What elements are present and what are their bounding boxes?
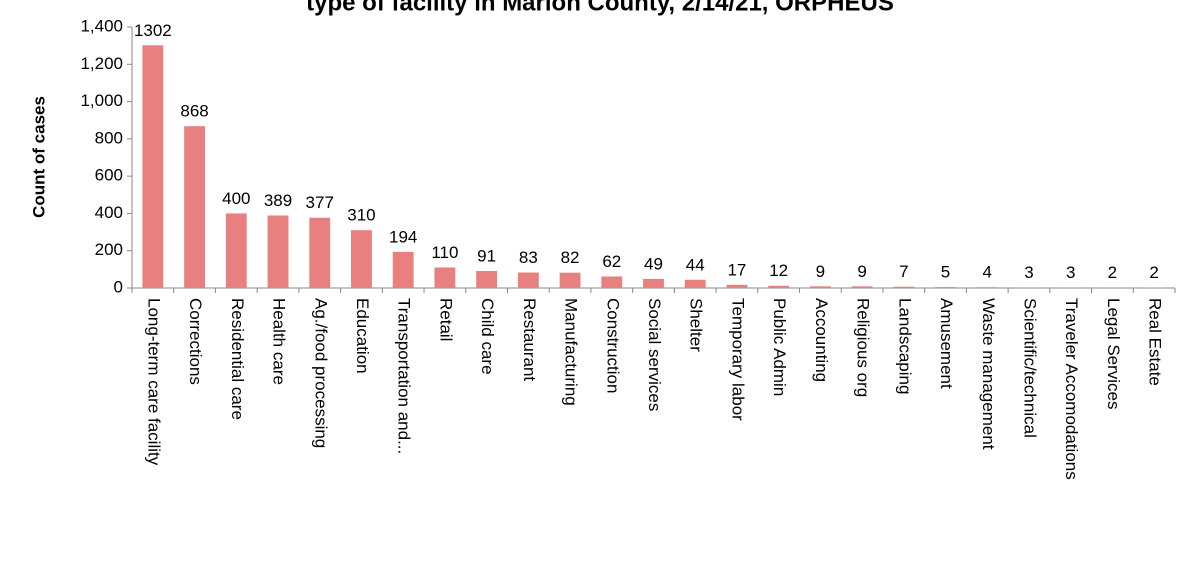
y-tick-label: 200 <box>95 240 123 259</box>
y-tick-label: 0 <box>114 277 123 296</box>
x-tick-label: Legal Services <box>1104 298 1123 410</box>
chart-title: type of facility in Marion County, 2/14/… <box>306 0 894 16</box>
bar <box>768 285 790 288</box>
data-label: 91 <box>477 247 496 266</box>
x-tick-label: Long-term care facility <box>144 298 163 466</box>
bar <box>184 126 206 289</box>
bar <box>601 276 623 288</box>
x-tick-label: Education <box>353 298 372 374</box>
data-label: 7 <box>899 262 908 281</box>
x-tick-label: Traveler Accomodations <box>1062 298 1081 480</box>
x-tick-label: Corrections <box>186 298 205 385</box>
x-tick-label: Construction <box>603 298 622 393</box>
data-label: 2 <box>1149 263 1158 282</box>
x-tick-label: Waste management <box>979 298 998 450</box>
bar <box>976 287 998 288</box>
x-tick-label: Retail <box>436 298 455 341</box>
data-label: 49 <box>644 254 663 273</box>
x-tick-label: Temporary labor <box>728 298 747 421</box>
bar <box>309 217 331 288</box>
x-tick-label: Accounting <box>812 298 831 382</box>
data-label: 389 <box>264 191 292 210</box>
bar <box>684 279 706 288</box>
data-label: 5 <box>941 263 950 282</box>
x-tick-label: Landscaping <box>895 298 914 394</box>
data-label: 12 <box>769 261 788 280</box>
x-tick-label: Transportation and... <box>395 298 414 454</box>
data-label: 4 <box>983 263 992 282</box>
bar <box>392 251 414 288</box>
bar <box>225 213 247 288</box>
data-label: 83 <box>519 248 538 267</box>
data-label: 110 <box>431 243 458 262</box>
bar <box>726 284 748 288</box>
data-label: 2 <box>1108 263 1117 282</box>
data-label: 62 <box>602 252 621 271</box>
y-axis-label: Count of cases <box>29 96 48 218</box>
data-label: 9 <box>816 262 825 281</box>
x-tick-label: Residential care <box>228 298 247 420</box>
x-tick-label: Child care <box>478 298 497 375</box>
data-label: 400 <box>222 189 250 208</box>
data-label: 3 <box>1024 263 1033 282</box>
data-label: 3 <box>1066 263 1075 282</box>
y-tick-label: 800 <box>95 128 123 147</box>
data-label: 377 <box>306 193 334 212</box>
bar <box>809 286 831 288</box>
bar <box>643 278 664 288</box>
data-label: 1302 <box>134 21 172 40</box>
x-tick-label: Real Estate <box>1146 298 1165 386</box>
bar <box>893 286 915 288</box>
x-tick-label: Amusement <box>937 298 956 389</box>
x-tick-label: Public Admin <box>770 298 789 396</box>
y-tick-label: 1,000 <box>80 91 123 110</box>
data-label: 9 <box>857 262 866 281</box>
data-label: 194 <box>389 227 417 246</box>
x-tick-label: Ag./food processing <box>311 298 330 448</box>
bar <box>142 45 164 288</box>
bar <box>476 271 498 288</box>
data-label: 44 <box>686 255 705 274</box>
bar <box>517 272 539 288</box>
bar <box>935 287 956 288</box>
x-tick-label: Scientific/technical <box>1020 298 1039 438</box>
y-tick-label: 400 <box>95 203 123 222</box>
bar <box>1018 287 1040 288</box>
data-label: 17 <box>727 260 746 279</box>
bar <box>267 215 289 288</box>
bar <box>434 267 456 288</box>
y-tick-label: 600 <box>95 166 123 185</box>
bar <box>851 286 873 288</box>
x-tick-label: Health care <box>270 298 289 385</box>
data-label: 82 <box>561 248 580 267</box>
x-tick-label: Social services <box>645 298 664 411</box>
bar <box>1060 287 1082 288</box>
x-tick-label: Shelter <box>687 298 706 352</box>
bar <box>351 230 372 288</box>
x-tick-label: Restaurant <box>520 298 539 381</box>
bar <box>559 272 581 288</box>
data-label: 310 <box>347 206 375 225</box>
data-label: 868 <box>180 102 208 121</box>
y-tick-label: 1,400 <box>80 16 123 35</box>
y-tick-label: 1,200 <box>80 54 123 73</box>
x-tick-label: Manufacturing <box>562 298 581 406</box>
x-tick-label: Religious org <box>854 298 873 397</box>
